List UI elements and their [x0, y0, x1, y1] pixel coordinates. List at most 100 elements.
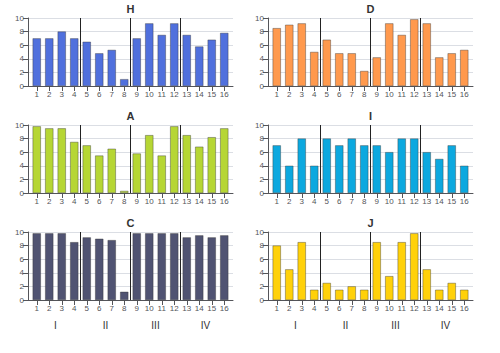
svg-text:11: 11 [158, 304, 167, 313]
svg-text:11: 11 [398, 197, 407, 206]
svg-text:6: 6 [97, 197, 102, 206]
svg-text:12: 12 [170, 90, 179, 99]
svg-text:13: 13 [182, 304, 191, 313]
svg-text:10: 10 [385, 304, 394, 313]
svg-text:12: 12 [410, 197, 419, 206]
svg-text:5: 5 [325, 90, 330, 99]
svg-text:1: 1 [275, 90, 280, 99]
svg-text:8: 8 [122, 197, 127, 206]
svg-text:6: 6 [337, 197, 342, 206]
svg-text:8: 8 [20, 241, 25, 250]
svg-text:6: 6 [260, 255, 265, 264]
svg-text:15: 15 [447, 90, 456, 99]
svg-text:9: 9 [375, 90, 380, 99]
svg-text:2: 2 [260, 68, 265, 77]
svg-text:4: 4 [72, 304, 77, 313]
svg-text:16: 16 [460, 197, 469, 206]
svg-text:6: 6 [260, 148, 265, 157]
svg-text:5: 5 [325, 304, 330, 313]
svg-text:10: 10 [15, 228, 24, 237]
svg-text:2: 2 [287, 90, 292, 99]
svg-text:7: 7 [350, 304, 355, 313]
svg-text:2: 2 [20, 282, 25, 291]
svg-text:13: 13 [422, 90, 431, 99]
svg-text:14: 14 [195, 304, 204, 313]
svg-text:4: 4 [72, 197, 77, 206]
svg-text:10: 10 [255, 14, 264, 23]
svg-text:C: C [127, 217, 135, 229]
svg-text:6: 6 [97, 304, 102, 313]
svg-text:4: 4 [20, 161, 25, 170]
svg-text:12: 12 [170, 304, 179, 313]
svg-text:4: 4 [312, 90, 317, 99]
svg-text:7: 7 [110, 90, 115, 99]
svg-text:3: 3 [300, 304, 305, 313]
svg-text:4: 4 [312, 197, 317, 206]
svg-text:3: 3 [60, 90, 65, 99]
svg-text:7: 7 [110, 197, 115, 206]
svg-text:8: 8 [260, 27, 265, 36]
svg-text:D: D [367, 3, 375, 15]
svg-text:I: I [369, 110, 372, 122]
svg-text:4: 4 [312, 304, 317, 313]
svg-text:13: 13 [182, 197, 191, 206]
svg-text:11: 11 [398, 304, 407, 313]
svg-text:H: H [127, 3, 135, 15]
svg-text:16: 16 [220, 90, 229, 99]
svg-text:9: 9 [135, 304, 140, 313]
svg-text:8: 8 [362, 90, 367, 99]
svg-text:6: 6 [20, 41, 25, 50]
svg-text:3: 3 [300, 197, 305, 206]
svg-text:1: 1 [275, 197, 280, 206]
svg-text:11: 11 [158, 90, 167, 99]
svg-text:1: 1 [35, 197, 40, 206]
svg-text:14: 14 [435, 197, 444, 206]
svg-text:1: 1 [275, 304, 280, 313]
svg-text:15: 15 [207, 90, 216, 99]
svg-text:8: 8 [362, 197, 367, 206]
svg-text:4: 4 [72, 90, 77, 99]
svg-text:13: 13 [422, 304, 431, 313]
svg-text:0: 0 [20, 296, 25, 305]
svg-text:I: I [54, 320, 57, 331]
svg-text:11: 11 [398, 90, 407, 99]
svg-text:4: 4 [20, 268, 25, 277]
svg-text:0: 0 [260, 82, 265, 91]
svg-text:7: 7 [350, 197, 355, 206]
svg-text:III: III [391, 320, 399, 331]
svg-text:2: 2 [47, 304, 52, 313]
svg-text:14: 14 [435, 90, 444, 99]
svg-text:A: A [127, 110, 135, 122]
svg-text:10: 10 [385, 197, 394, 206]
svg-text:9: 9 [135, 90, 140, 99]
svg-text:16: 16 [460, 304, 469, 313]
svg-text:2: 2 [287, 304, 292, 313]
svg-text:IV: IV [441, 320, 451, 331]
svg-text:10: 10 [255, 121, 264, 130]
svg-text:7: 7 [110, 304, 115, 313]
svg-text:0: 0 [260, 296, 265, 305]
svg-text:0: 0 [260, 189, 265, 198]
svg-text:15: 15 [207, 197, 216, 206]
svg-text:II: II [103, 320, 109, 331]
svg-text:10: 10 [145, 90, 154, 99]
svg-text:7: 7 [350, 90, 355, 99]
svg-text:2: 2 [260, 282, 265, 291]
svg-text:15: 15 [207, 304, 216, 313]
svg-text:3: 3 [60, 197, 65, 206]
svg-text:6: 6 [260, 41, 265, 50]
svg-text:16: 16 [460, 90, 469, 99]
svg-text:8: 8 [260, 134, 265, 143]
svg-text:13: 13 [422, 197, 431, 206]
svg-text:6: 6 [337, 304, 342, 313]
svg-text:10: 10 [15, 14, 24, 23]
svg-text:14: 14 [195, 197, 204, 206]
svg-text:5: 5 [325, 197, 330, 206]
svg-text:4: 4 [20, 54, 25, 63]
svg-text:14: 14 [195, 90, 204, 99]
svg-text:5: 5 [85, 90, 90, 99]
svg-text:2: 2 [20, 68, 25, 77]
svg-text:10: 10 [145, 197, 154, 206]
svg-text:2: 2 [47, 197, 52, 206]
svg-text:4: 4 [260, 268, 265, 277]
